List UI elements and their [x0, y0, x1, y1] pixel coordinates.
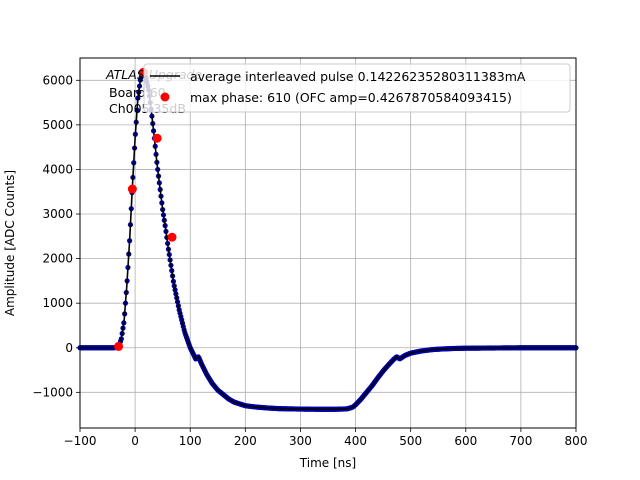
x-tick-label: 800: [565, 434, 588, 448]
max-phase-marker: [167, 232, 177, 242]
x-tick-label: 500: [399, 434, 422, 448]
y-axis-label: Amplitude [ADC Counts]: [3, 170, 17, 316]
legend-marker-swatch: [160, 92, 170, 102]
y-tick-label: 2000: [42, 252, 73, 266]
x-tick-label: 400: [344, 434, 367, 448]
max-phase-marker: [114, 341, 124, 351]
y-tick-label: −1000: [32, 385, 73, 399]
legend-label-max-phase: max phase: 610 (OFC amp=0.42678705840934…: [190, 90, 512, 105]
x-tick-label: 100: [179, 434, 202, 448]
x-tick-label: 200: [234, 434, 257, 448]
plot-area: [80, 58, 576, 428]
y-tick-label: 4000: [42, 162, 73, 176]
max-phase-marker: [152, 133, 162, 143]
max-phase-marker: [127, 184, 137, 194]
legend: average interleaved pulse 0.142262352803…: [143, 63, 571, 113]
y-tick-label: 5000: [42, 118, 73, 132]
x-tick-label: 0: [131, 434, 139, 448]
x-tick-label: 300: [289, 434, 312, 448]
x-tick-label: 600: [454, 434, 477, 448]
x-axis-label: Time [ns]: [299, 456, 356, 470]
y-tick-label: 6000: [42, 73, 73, 87]
y-tick-label: 3000: [42, 207, 73, 221]
axis-ticks: −100 0 100 200 300 400 500 600 700 800−1000010002…: [32, 73, 587, 448]
plot-frame: [79, 57, 577, 429]
y-tick-label: 0: [65, 341, 73, 355]
legend-box: [143, 63, 571, 113]
x-tick-label: −100: [64, 434, 97, 448]
y-tick-label: 1000: [42, 296, 73, 310]
legend-label-pulse: average interleaved pulse 0.142262352803…: [190, 69, 526, 84]
x-tick-label: 700: [509, 434, 532, 448]
